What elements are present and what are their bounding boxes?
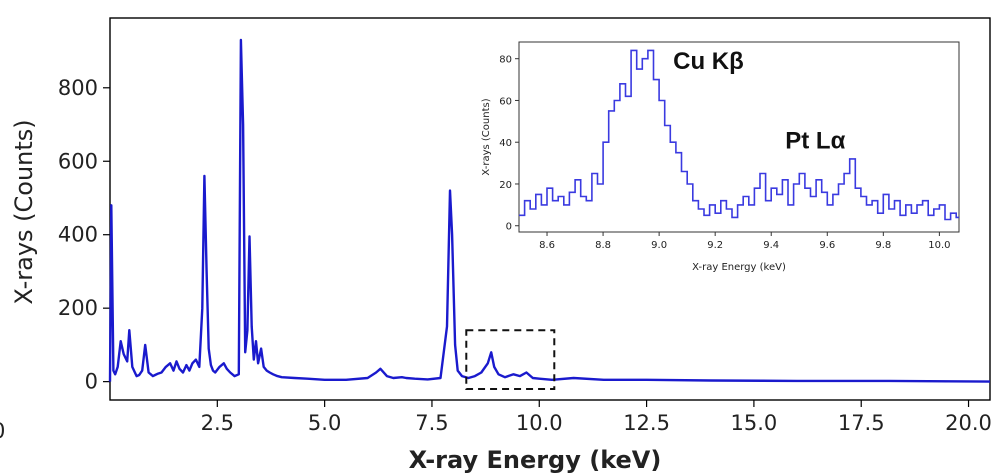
- left-edge-fragment: 0: [0, 419, 5, 443]
- inset-x-tick-label: 9.2: [707, 240, 723, 251]
- inset-y-tick-label: 0: [506, 222, 512, 233]
- y-tick-label: 0: [85, 370, 98, 394]
- x-tick-label: 5.0: [308, 411, 341, 435]
- y-axis-title: X-rays (Counts): [10, 119, 38, 304]
- peak-annotation: Cu Kβ: [673, 48, 744, 75]
- inset-x-tick-label: 10.0: [928, 240, 950, 251]
- inset-x-axis-title: X-ray Energy (keV): [692, 262, 786, 273]
- inset-y-tick-label: 40: [499, 138, 512, 149]
- inset-y-tick-label: 80: [499, 55, 512, 66]
- x-tick-label: 15.0: [731, 411, 778, 435]
- inset-x-tick-label: 9.8: [875, 240, 891, 251]
- x-tick-label: 12.5: [623, 411, 670, 435]
- main-spectrum-line: [108, 38, 991, 383]
- y-tick-label: 200: [58, 296, 98, 320]
- inset-y-axis-title: X-rays (Counts): [481, 98, 492, 175]
- x-axis-title: X-ray Energy (keV): [409, 446, 662, 474]
- main-plot-frame: [109, 17, 991, 401]
- inset-y-tick-label: 20: [499, 180, 512, 191]
- x-tick-label: 20.0: [945, 411, 992, 435]
- x-tick-label: 2.5: [201, 411, 234, 435]
- inset-x-tick-label: 8.6: [539, 240, 555, 251]
- inset-plot-frame: [518, 41, 960, 233]
- inset-axes-group: 8.6 8.8 9.0 9.2 9.4 9.6 9.8 10.0 0 20 40 60 80: [499, 55, 950, 251]
- peak-annotation: Pt Lα: [785, 127, 845, 154]
- zoom-region-box: [465, 329, 556, 390]
- x-tick-label: 7.5: [415, 411, 448, 435]
- y-tick-label: 600: [58, 149, 98, 173]
- inset-annotations: Cu Kβ Pt Lα: [673, 48, 845, 154]
- y-tick-label: 800: [58, 76, 98, 100]
- x-tick-label: 10.0: [516, 411, 563, 435]
- inset-x-tick-label: 9.0: [651, 240, 667, 251]
- inset-spectrum-line: [519, 49, 959, 221]
- y-tick-label: 400: [58, 223, 98, 247]
- inset-x-tick-label: 9.6: [819, 240, 835, 251]
- inset-x-tick-label: 9.4: [763, 240, 779, 251]
- main-axes-group: 2.5 5.0 7.5 10.0 12.5 15.0 17.5 20.002004006008…: [58, 76, 992, 435]
- inset-y-tick-label: 60: [499, 96, 512, 107]
- inset-x-tick-label: 8.8: [595, 240, 611, 251]
- x-tick-label: 17.5: [838, 411, 885, 435]
